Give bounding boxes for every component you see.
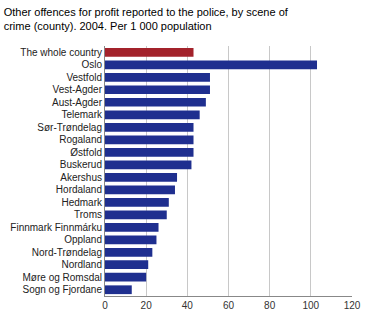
- svg-text:Sør-Trøndelag: Sør-Trøndelag: [37, 122, 102, 133]
- svg-text:Telemark: Telemark: [61, 109, 103, 120]
- svg-text:80: 80: [264, 300, 276, 311]
- svg-text:40: 40: [182, 300, 194, 311]
- svg-text:Oslo: Oslo: [81, 59, 102, 70]
- svg-text:100: 100: [302, 300, 319, 311]
- svg-text:Nordland: Nordland: [61, 259, 102, 270]
- svg-text:The whole country: The whole country: [20, 47, 102, 58]
- svg-text:Møre og Romsdal: Møre og Romsdal: [23, 272, 102, 283]
- svg-text:120: 120: [344, 300, 361, 311]
- svg-text:Finnmark Finnmárku: Finnmark Finnmárku: [10, 222, 102, 233]
- svg-text:60: 60: [223, 300, 235, 311]
- svg-text:Other offences for profit repo: Other offences for profit reported to th…: [4, 6, 289, 32]
- svg-text:Vest-Agder: Vest-Agder: [53, 84, 103, 95]
- svg-text:Nord-Trøndelag: Nord-Trøndelag: [32, 247, 102, 258]
- svg-text:Vestfold: Vestfold: [66, 72, 102, 83]
- svg-text:Buskerud: Buskerud: [60, 159, 102, 170]
- svg-text:0: 0: [102, 300, 108, 311]
- svg-text:Hedmark: Hedmark: [61, 197, 103, 208]
- svg-text:Akershus: Akershus: [60, 172, 102, 183]
- svg-text:Aust-Agder: Aust-Agder: [52, 97, 103, 108]
- svg-text:Rogaland: Rogaland: [59, 134, 102, 145]
- svg-text:Oppland: Oppland: [64, 234, 102, 245]
- svg-text:Hordaland: Hordaland: [56, 184, 102, 195]
- svg-text:Sogn og Fjordane: Sogn og Fjordane: [22, 284, 102, 295]
- svg-text:Østfold: Østfold: [70, 147, 102, 158]
- svg-text:Troms: Troms: [74, 209, 102, 220]
- svg-text:20: 20: [141, 300, 153, 311]
